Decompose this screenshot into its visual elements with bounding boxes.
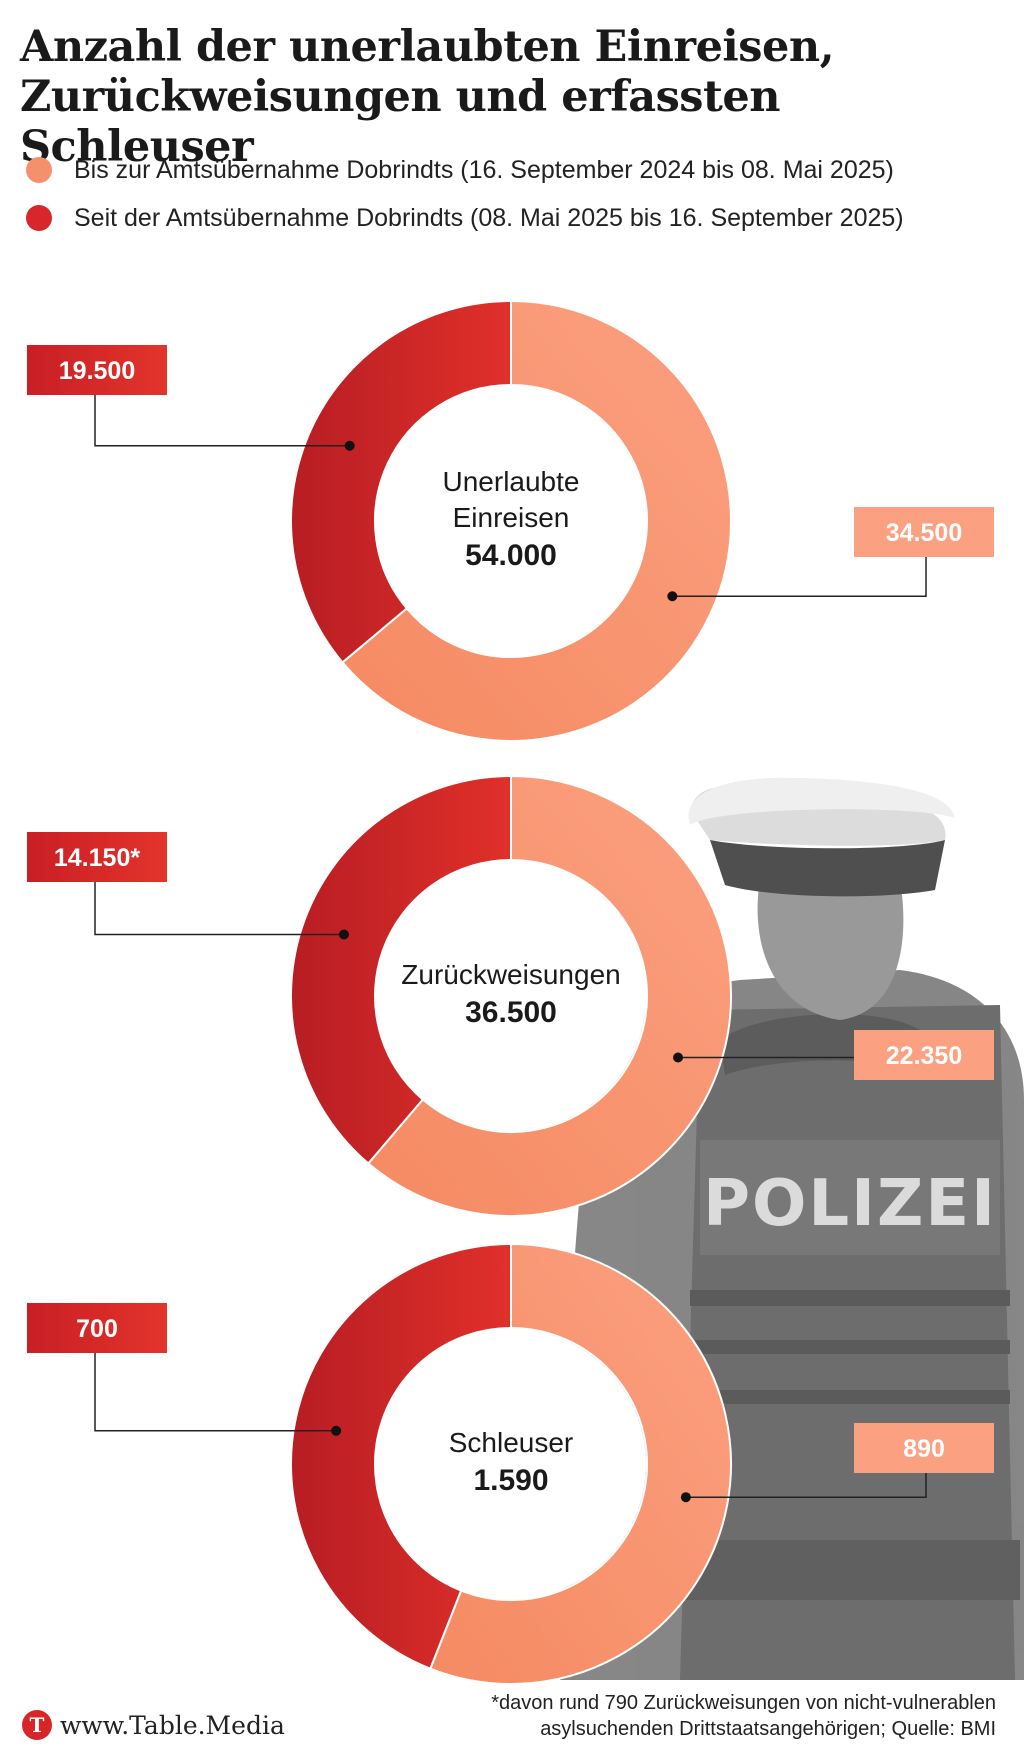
value-box-since <box>27 1303 167 1353</box>
donut-center-total: 36.500 <box>465 996 557 1029</box>
donut-segment-before <box>366 774 732 1217</box>
value-label-since: 700 <box>76 1315 118 1343</box>
legend-item-since: Seit der Amtsübernahme Dobrindts (08. Ma… <box>26 194 904 242</box>
chart-title-line-2: Zurückweisungen und erfassten Schleuser <box>20 72 780 172</box>
legend-dot-since <box>26 205 52 231</box>
vest-text: POLIZEI <box>703 1167 997 1241</box>
value-box-since <box>27 832 167 882</box>
police-officer-image: POLIZEI <box>560 777 1024 1680</box>
callout-dot-since <box>338 929 349 940</box>
donut-center-label: Schleuser <box>449 1427 574 1458</box>
donut-center-label: Einreisen <box>453 502 570 533</box>
value-box-since <box>27 345 167 395</box>
donut-segment-before <box>429 1242 732 1685</box>
donut-center-total: 1.590 <box>473 1464 548 1497</box>
table-media-logo-icon: T <box>22 1710 52 1740</box>
callout-dot-since <box>331 1425 342 1436</box>
callout-line-since <box>94 395 350 447</box>
callout-line-before <box>672 557 927 597</box>
callout-line-since <box>94 1353 337 1432</box>
donut-hole <box>376 1329 646 1599</box>
value-label-before: 34.500 <box>886 519 962 547</box>
value-box-before <box>854 1030 994 1080</box>
footnote-line-2: asylsuchenden Drittstaatsangehörigen; Qu… <box>540 1718 996 1740</box>
site-url: www.Table.Media <box>60 1710 285 1740</box>
chart-title-line-1: Anzahl der unerlaubten Einreisen, <box>20 22 835 72</box>
donut-segment-before <box>341 299 732 742</box>
donut-center-label: Unerlaubte <box>443 466 580 497</box>
callout-dot-since <box>344 440 355 451</box>
callout-line-since <box>94 882 344 936</box>
donut-center-label: Zurückweisungen <box>401 959 620 990</box>
value-label-before: 890 <box>903 1435 945 1463</box>
callout-dot-before <box>667 591 678 602</box>
legend-label-before: Bis zur Amtsübernahme Dobrindts (16. Sep… <box>74 155 894 184</box>
callout-dot-before <box>680 1492 691 1503</box>
legend-label-since: Seit der Amtsübernahme Dobrindts (08. Ma… <box>74 203 904 232</box>
footnote-line-1: *davon rund 790 Zurückweisungen von nich… <box>491 1692 996 1714</box>
donut-segment-since <box>290 774 512 1165</box>
callout-dot-before <box>673 1052 684 1063</box>
value-box-before <box>854 507 994 557</box>
legend: Bis zur Amtsübernahme Dobrindts (16. Sep… <box>26 146 904 242</box>
donut-segment-since <box>290 299 512 664</box>
value-label-before: 22.350 <box>886 1042 962 1070</box>
donut-segment-since <box>290 1242 512 1670</box>
donut-hole <box>376 386 646 656</box>
legend-item-before: Bis zur Amtsübernahme Dobrindts (16. Sep… <box>26 146 904 194</box>
donut-center-total: 54.000 <box>465 539 557 572</box>
legend-dot-before <box>26 157 52 183</box>
chart-title: Anzahl der unerlaubten Einreisen, Zurück… <box>20 22 1024 172</box>
site-logo[interactable]: T www.Table.Media <box>22 1710 285 1740</box>
value-label-since: 19.500 <box>59 357 135 385</box>
footnote: *davon rund 790 Zurückweisungen von nich… <box>356 1690 996 1742</box>
callout-line-before <box>685 1473 927 1498</box>
value-label-since: 14.150* <box>54 844 140 872</box>
value-box-before <box>854 1423 994 1473</box>
donut-hole <box>376 861 646 1131</box>
